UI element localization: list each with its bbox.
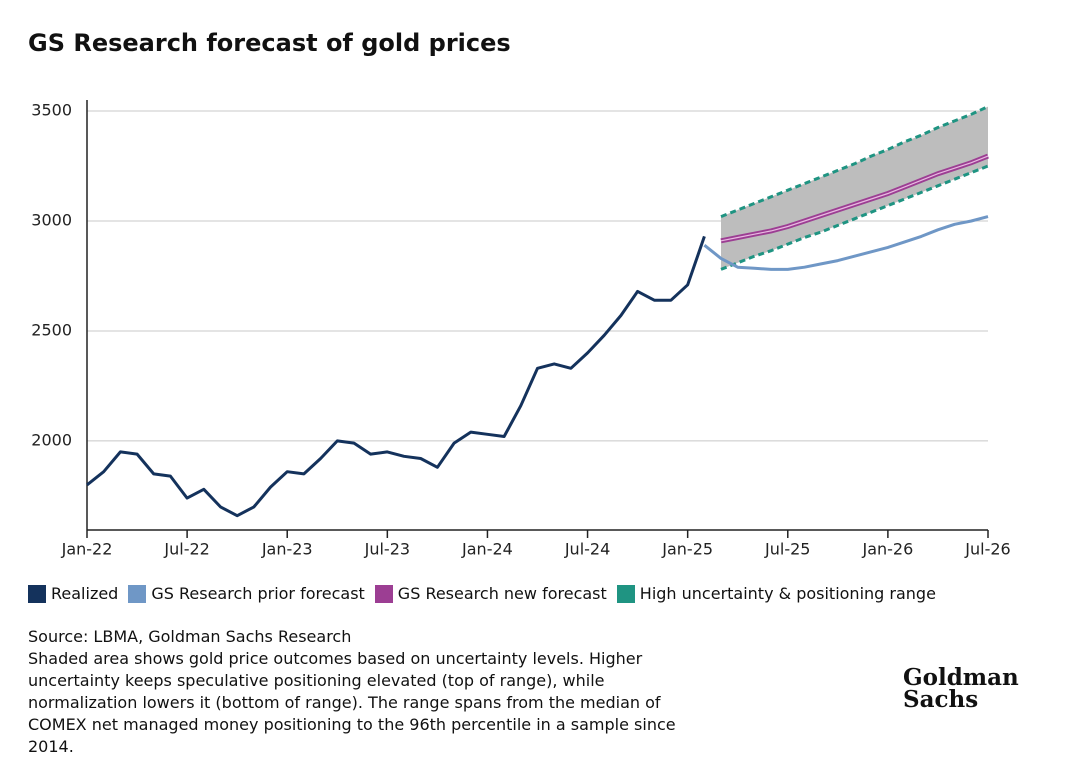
x-tick-label: Jan-24 [461,540,513,559]
legend-swatch [128,584,147,603]
chart: GS Research forecast of gold prices 2000… [28,29,1011,559]
legend-item: GS Research new forecast [374,584,607,603]
line [86,235,706,518]
logo: Goldman Sachs [903,664,1019,713]
x-tick-label: Jul-22 [163,540,209,559]
note: Shaded area shows gold price outcomes ba… [28,649,676,756]
legend-item: Realized [28,584,118,603]
x-tick-label: Jul-25 [764,540,810,559]
x-tick-label: Jan-23 [261,540,313,559]
line-highlight [720,155,989,242]
x-tick-label: Jan-22 [61,540,113,559]
y-tick-label: 3500 [31,100,72,119]
y-tick-label: 2000 [31,430,72,449]
x-tick-label: Jul-24 [564,540,610,559]
chart-title: GS Research forecast of gold prices [28,29,511,57]
logo-line: Sachs [903,686,979,713]
x-tick-label: Jan-25 [661,540,713,559]
legend-item: GS Research prior forecast [128,584,365,603]
legend-swatch [374,584,393,603]
legend-label: GS Research prior forecast [151,584,365,603]
legend-label: Realized [51,584,119,603]
range-high [720,105,989,218]
x-tick-label: Jan-26 [861,540,913,559]
legend-label: High uncertainty & positioning range [639,584,936,603]
line [703,215,989,271]
x-tick-label: Jul-26 [964,540,1010,559]
x-tick-label: Jul-23 [364,540,410,559]
legend-item: High uncertainty & positioning range [616,584,936,603]
legend-swatch [616,584,635,603]
range-low [720,164,989,271]
legend-label: GS Research new forecast [397,584,607,603]
footnote: Source: LBMA, Goldman Sachs Research Sha… [28,626,708,758]
y-tick-label: 3000 [31,210,72,229]
legend-swatch [28,584,46,603]
range-fill [721,106,988,270]
y-tick-label: 2500 [31,320,72,339]
logo-line: Goldman [903,664,1019,691]
legend: Realized GS Research prior forecast GS Res… [28,584,936,603]
source: Source: LBMA, Goldman Sachs Research [28,627,352,646]
